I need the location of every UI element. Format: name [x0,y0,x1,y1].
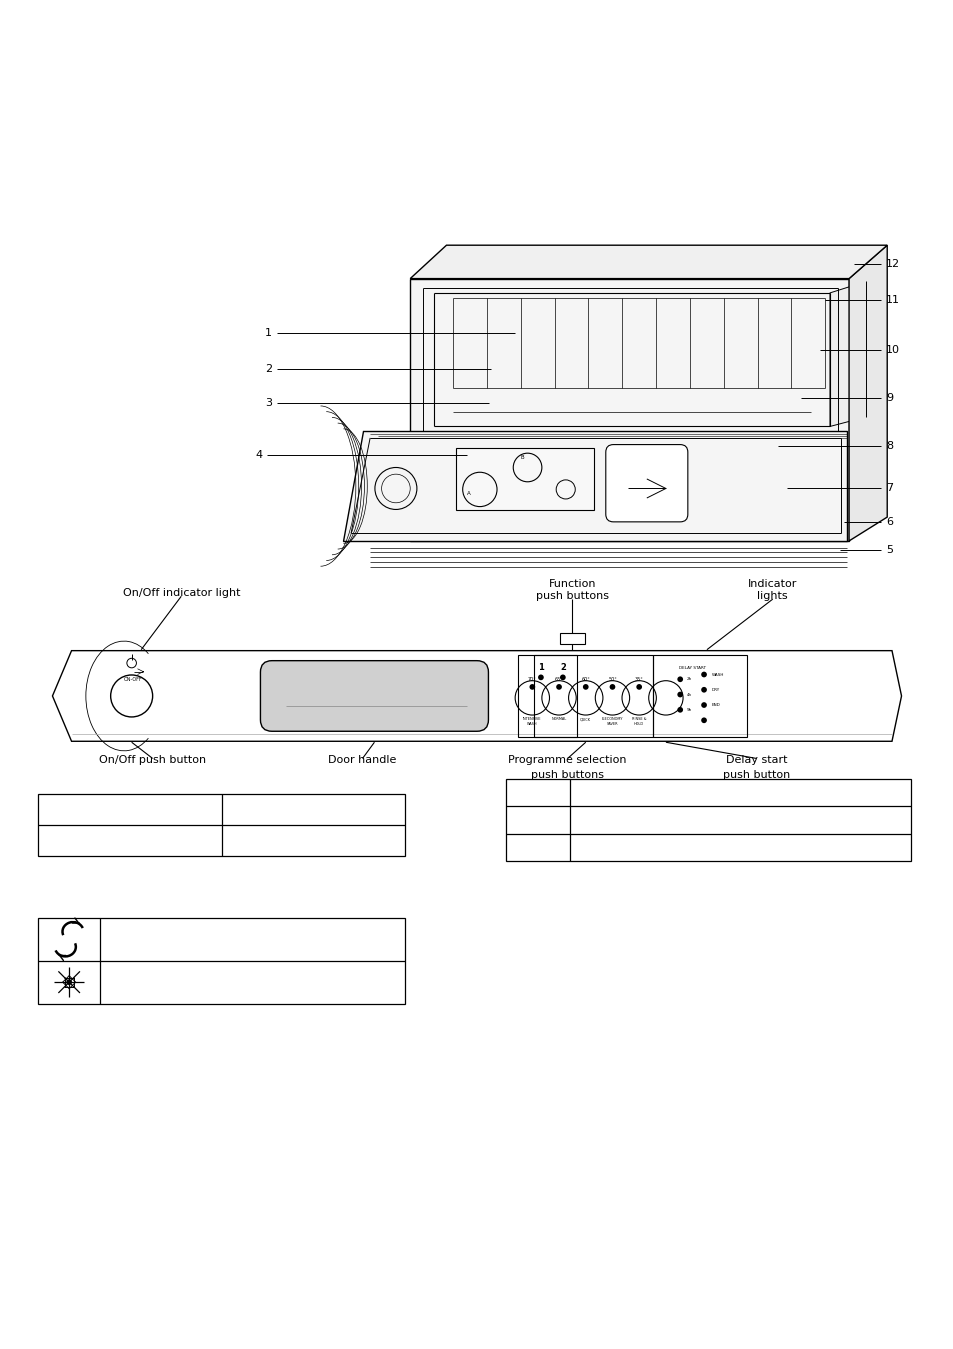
Circle shape [677,707,682,712]
Text: 35°: 35° [634,677,643,681]
Circle shape [636,684,641,689]
Text: QUICK: QUICK [579,718,591,722]
Bar [505,780,910,861]
Bar [653,656,746,737]
Text: 10: 10 [885,345,900,355]
Text: 8: 8 [885,441,892,451]
Text: END: END [711,703,720,707]
Text: A: A [466,491,470,495]
Text: On/Off push button: On/Off push button [99,755,206,765]
Circle shape [556,684,561,689]
Text: 12: 12 [885,259,900,270]
Text: 3: 3 [265,398,272,407]
Text: DRY: DRY [711,688,720,692]
Text: WASH: WASH [711,673,723,676]
Text: 2h: 2h [686,677,692,681]
Polygon shape [410,279,848,541]
Text: ON-OFF: ON-OFF [124,677,143,681]
Circle shape [700,672,706,677]
Text: Indicator: Indicator [747,579,797,590]
Text: DELAY START: DELAY START [679,666,705,670]
Bar [559,634,584,643]
FancyBboxPatch shape [605,445,687,522]
Text: lights: lights [757,591,787,602]
Polygon shape [848,246,886,541]
Circle shape [677,676,682,683]
Text: On/Off indicator light: On/Off indicator light [122,588,240,599]
Circle shape [537,674,543,680]
Polygon shape [52,650,901,742]
Bar [517,656,653,737]
Text: 9: 9 [885,393,892,403]
Polygon shape [410,246,886,279]
Text: 60°: 60° [580,677,590,681]
Circle shape [700,703,706,708]
Circle shape [67,979,72,985]
Text: 11: 11 [885,294,900,305]
Text: 50°: 50° [607,677,617,681]
Text: 1: 1 [537,664,543,672]
Text: push buttons: push buttons [536,591,608,602]
Text: 1: 1 [265,328,272,339]
Text: INTENSIVE
WASH: INTENSIVE WASH [522,718,541,726]
Text: 4h: 4h [686,692,691,696]
Circle shape [677,692,682,697]
Text: 2: 2 [559,664,565,672]
Text: NORMAL: NORMAL [551,718,566,722]
Bar [38,793,405,855]
Bar [534,656,577,737]
Text: 5: 5 [885,545,892,556]
Text: push button: push button [722,770,789,780]
Text: 7: 7 [885,483,892,494]
Polygon shape [829,282,865,426]
Bar [38,917,405,1004]
Circle shape [700,687,706,692]
FancyBboxPatch shape [260,661,488,731]
Text: 4: 4 [255,451,262,460]
Text: E-ECONOMY
SAVER: E-ECONOMY SAVER [601,718,622,726]
Text: Door handle: Door handle [328,755,396,765]
Circle shape [582,684,588,689]
Circle shape [559,674,565,680]
Circle shape [700,718,706,723]
Text: Programme selection: Programme selection [508,755,626,765]
Text: Delay start: Delay start [725,755,786,765]
Text: 2: 2 [265,364,272,374]
Polygon shape [343,432,846,541]
Circle shape [609,684,615,689]
Text: B: B [520,456,524,460]
Text: 70°: 70° [527,677,537,681]
Text: 65°: 65° [554,677,563,681]
Text: 6: 6 [885,517,892,527]
Text: 9h: 9h [686,708,692,712]
Text: push buttons: push buttons [531,770,603,780]
Circle shape [529,684,535,689]
Text: RINSE &
HOLD: RINSE & HOLD [631,718,646,726]
Bar [456,448,594,510]
Text: Function: Function [548,579,596,590]
